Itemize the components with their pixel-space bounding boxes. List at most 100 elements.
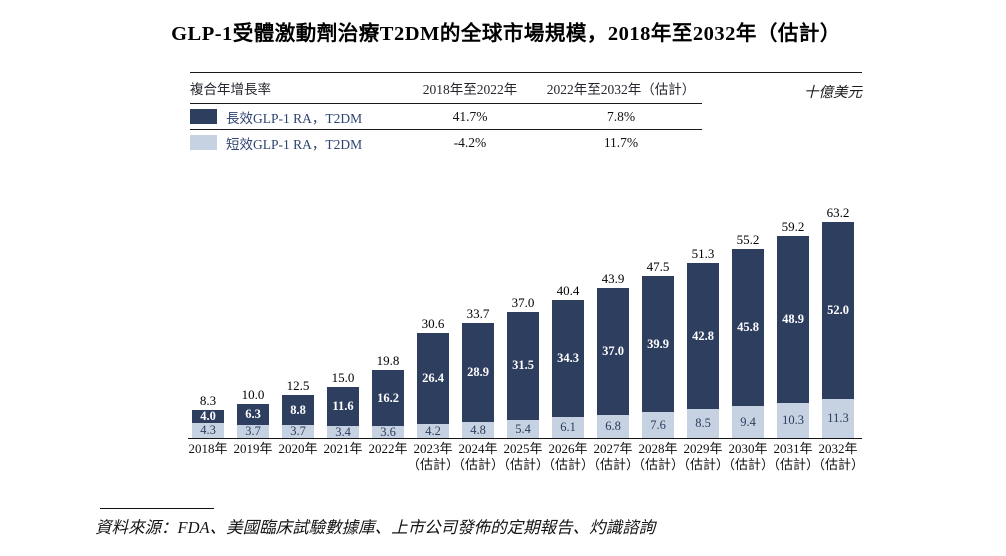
bar-column: 59.2 48.9 10.3 bbox=[777, 219, 809, 438]
x-axis-tick-label: 2019年 bbox=[233, 441, 273, 456]
legend-label-short-acting: 短效GLP-1 RA，T2DM bbox=[226, 136, 363, 152]
cagr-table-body: 複合年增長率 2018年至2022年 2022年至2032年（估計） 長效GLP… bbox=[190, 73, 702, 155]
x-axis-tick-label: 2031年 （估計） bbox=[766, 441, 820, 472]
bar-segment-long-acting: 6.3 bbox=[237, 403, 269, 426]
cagr-header-period-2022-2032: 2022年至2032年（估計） bbox=[546, 82, 696, 97]
bar-segment-short-acting: 11.3 bbox=[822, 399, 854, 438]
bar-segment-long-acting: 28.9 bbox=[462, 322, 494, 422]
bar-total-label: 40.4 bbox=[556, 282, 580, 298]
x-axis-tick-label: 2030年 （估計） bbox=[721, 441, 775, 472]
bar-segment-long-acting: 34.3 bbox=[552, 299, 584, 418]
bar-segment-long-acting: 16.2 bbox=[372, 370, 404, 426]
stacked-bar-chart: 8.3 4.0 4.3 10.0 6.3 3.7 12.5 8.8 3.7 15.0 11.6 3.4… bbox=[188, 205, 865, 474]
bar-column: 30.6 26.4 4.2 bbox=[417, 316, 449, 438]
x-axis-tick-label: 2027年 （估計） bbox=[586, 441, 640, 472]
bar-column: 63.2 52.0 11.3 bbox=[822, 205, 854, 438]
cagr-value-short-2018-2022: -4.2% bbox=[453, 134, 487, 150]
bar-segment-short-acting: 10.3 bbox=[777, 402, 809, 438]
legend-entry-long-acting: 長效GLP-1 RA，T2DM bbox=[190, 107, 400, 127]
bar-segment-short-acting: 3.6 bbox=[372, 425, 404, 438]
unit-label: 十億美元 bbox=[804, 85, 862, 101]
footnote-rule bbox=[100, 508, 214, 509]
bar-segment-short-acting: 8.5 bbox=[687, 408, 719, 438]
bar-total-label: 33.7 bbox=[466, 305, 490, 321]
bar-total-label: 43.9 bbox=[601, 271, 625, 287]
bar-segment-long-acting: 31.5 bbox=[507, 311, 539, 420]
bar-total-label: 59.2 bbox=[781, 218, 805, 234]
bar-segment-long-acting: 52.0 bbox=[822, 221, 854, 400]
cagr-value-short-2022-2032: 11.7% bbox=[603, 134, 639, 150]
bar-segment-short-acting: 4.8 bbox=[462, 421, 494, 438]
x-axis-tick-label: 2024年 （估計） bbox=[451, 441, 505, 472]
legend-entry-short-acting: 短效GLP-1 RA，T2DM bbox=[190, 133, 400, 153]
bar-total-label: 10.0 bbox=[241, 386, 265, 402]
x-axis-tick-label: 2026年 （估計） bbox=[541, 441, 595, 472]
bar-segment-long-acting: 48.9 bbox=[777, 235, 809, 403]
x-axis-tick-label: 2025年 （估計） bbox=[496, 441, 550, 472]
bar-total-label: 19.8 bbox=[376, 353, 400, 369]
bar-column: 15.0 11.6 3.4 bbox=[327, 370, 359, 438]
bar-total-label: 15.0 bbox=[331, 369, 355, 385]
bar-column: 51.3 42.8 8.5 bbox=[687, 246, 719, 438]
bar-total-label: 30.6 bbox=[421, 316, 445, 332]
bar-column: 40.4 34.3 6.1 bbox=[552, 283, 584, 438]
x-axis-tick-label: 2032年 （估計） bbox=[811, 441, 865, 472]
cagr-legend-table: 十億美元 複合年增長率 2018年至2022年 2022年至2032年（估計） … bbox=[190, 72, 862, 155]
source-note: 資料來源：FDA、美國臨床試驗數據庫、上市公司發佈的定期報告、灼識諮詢 bbox=[95, 518, 656, 537]
bar-total-label: 51.3 bbox=[691, 245, 715, 261]
bar-segment-long-acting: 45.8 bbox=[732, 249, 764, 406]
bar-column: 37.0 31.5 5.4 bbox=[507, 295, 539, 438]
bar-column: 55.2 45.8 9.4 bbox=[732, 232, 764, 438]
x-axis-tick-label: 2020年 bbox=[278, 441, 318, 456]
x-axis-tick-label: 2018年 bbox=[188, 441, 228, 456]
bar-segment-long-acting: 42.8 bbox=[687, 262, 719, 409]
bar-segment-short-acting: 9.4 bbox=[732, 405, 764, 438]
bar-segment-short-acting: 4.3 bbox=[192, 423, 224, 438]
bar-total-label: 12.5 bbox=[286, 378, 310, 394]
bar-segment-long-acting: 11.6 bbox=[327, 386, 359, 427]
bar-column: 47.5 39.9 7.6 bbox=[642, 259, 674, 438]
cagr-header-metric: 複合年增長率 bbox=[190, 82, 271, 97]
bar-total-label: 37.0 bbox=[511, 294, 535, 310]
bar-segment-long-acting: 4.0 bbox=[192, 409, 224, 424]
x-axis-tick-label: 2022年 bbox=[368, 441, 408, 456]
bar-segment-short-acting: 6.8 bbox=[597, 414, 629, 438]
bar-segment-short-acting: 3.4 bbox=[327, 426, 359, 438]
bar-segment-short-acting: 3.7 bbox=[237, 425, 269, 438]
bar-column: 10.0 6.3 3.7 bbox=[237, 387, 269, 438]
bar-total-label: 8.3 bbox=[199, 392, 217, 408]
x-axis-tick-label: 2029年 （估計） bbox=[676, 441, 730, 472]
bar-segment-short-acting: 4.2 bbox=[417, 423, 449, 438]
bar-segment-long-acting: 37.0 bbox=[597, 288, 629, 415]
bar-total-label: 47.5 bbox=[646, 258, 670, 274]
legend-swatch-long-acting-icon bbox=[190, 109, 217, 124]
chart-title: GLP-1受體激動劑治療T2DM的全球市場規模，2018年至2032年（估計） bbox=[171, 23, 841, 45]
bar-segment-short-acting: 7.6 bbox=[642, 412, 674, 438]
cagr-value-long-2022-2032: 7.8% bbox=[606, 108, 636, 124]
cagr-header-period-2018-2022: 2018年至2022年 bbox=[422, 82, 518, 97]
bar-column: 43.9 37.0 6.8 bbox=[597, 271, 629, 438]
bar-segment-long-acting: 26.4 bbox=[417, 333, 449, 424]
bar-segment-short-acting: 6.1 bbox=[552, 417, 584, 438]
x-axis-tick-label: 2023年 （估計） bbox=[406, 441, 460, 472]
x-axis-tick-label: 2021年 bbox=[323, 441, 363, 456]
bar-column: 19.8 16.2 3.6 bbox=[372, 353, 404, 438]
x-axis-labels: 2018年 2019年 2020年 2021年 2022年 2023年 （估計） 2024年（… bbox=[188, 441, 865, 474]
legend-row-long-acting: 長效GLP-1 RA，T2DM 41.7% 7.8% bbox=[190, 104, 702, 130]
bar-total-label: 55.2 bbox=[736, 232, 760, 248]
bar-column: 33.7 28.9 4.8 bbox=[462, 306, 494, 438]
cagr-value-long-2018-2022: 41.7% bbox=[452, 108, 488, 124]
bar-total-label: 63.2 bbox=[826, 204, 850, 220]
plot-area: 8.3 4.0 4.3 10.0 6.3 3.7 12.5 8.8 3.7 15.0 11.6 3.4… bbox=[188, 205, 862, 439]
legend-row-short-acting: 短效GLP-1 RA，T2DM -4.2% 11.7% bbox=[190, 130, 702, 155]
bar-segment-short-acting: 5.4 bbox=[507, 419, 539, 438]
bar-column: 12.5 8.8 3.7 bbox=[282, 378, 314, 438]
bar-segment-long-acting: 39.9 bbox=[642, 275, 674, 413]
legend-label-long-acting: 長效GLP-1 RA，T2DM bbox=[226, 110, 363, 126]
bar-column: 8.3 4.0 4.3 bbox=[192, 393, 224, 438]
legend-swatch-short-acting-icon bbox=[190, 135, 217, 150]
bar-segment-short-acting: 3.7 bbox=[282, 425, 314, 438]
bar-segment-long-acting: 8.8 bbox=[282, 395, 314, 426]
cagr-table-header-row: 複合年增長率 2018年至2022年 2022年至2032年（估計） bbox=[190, 73, 702, 104]
